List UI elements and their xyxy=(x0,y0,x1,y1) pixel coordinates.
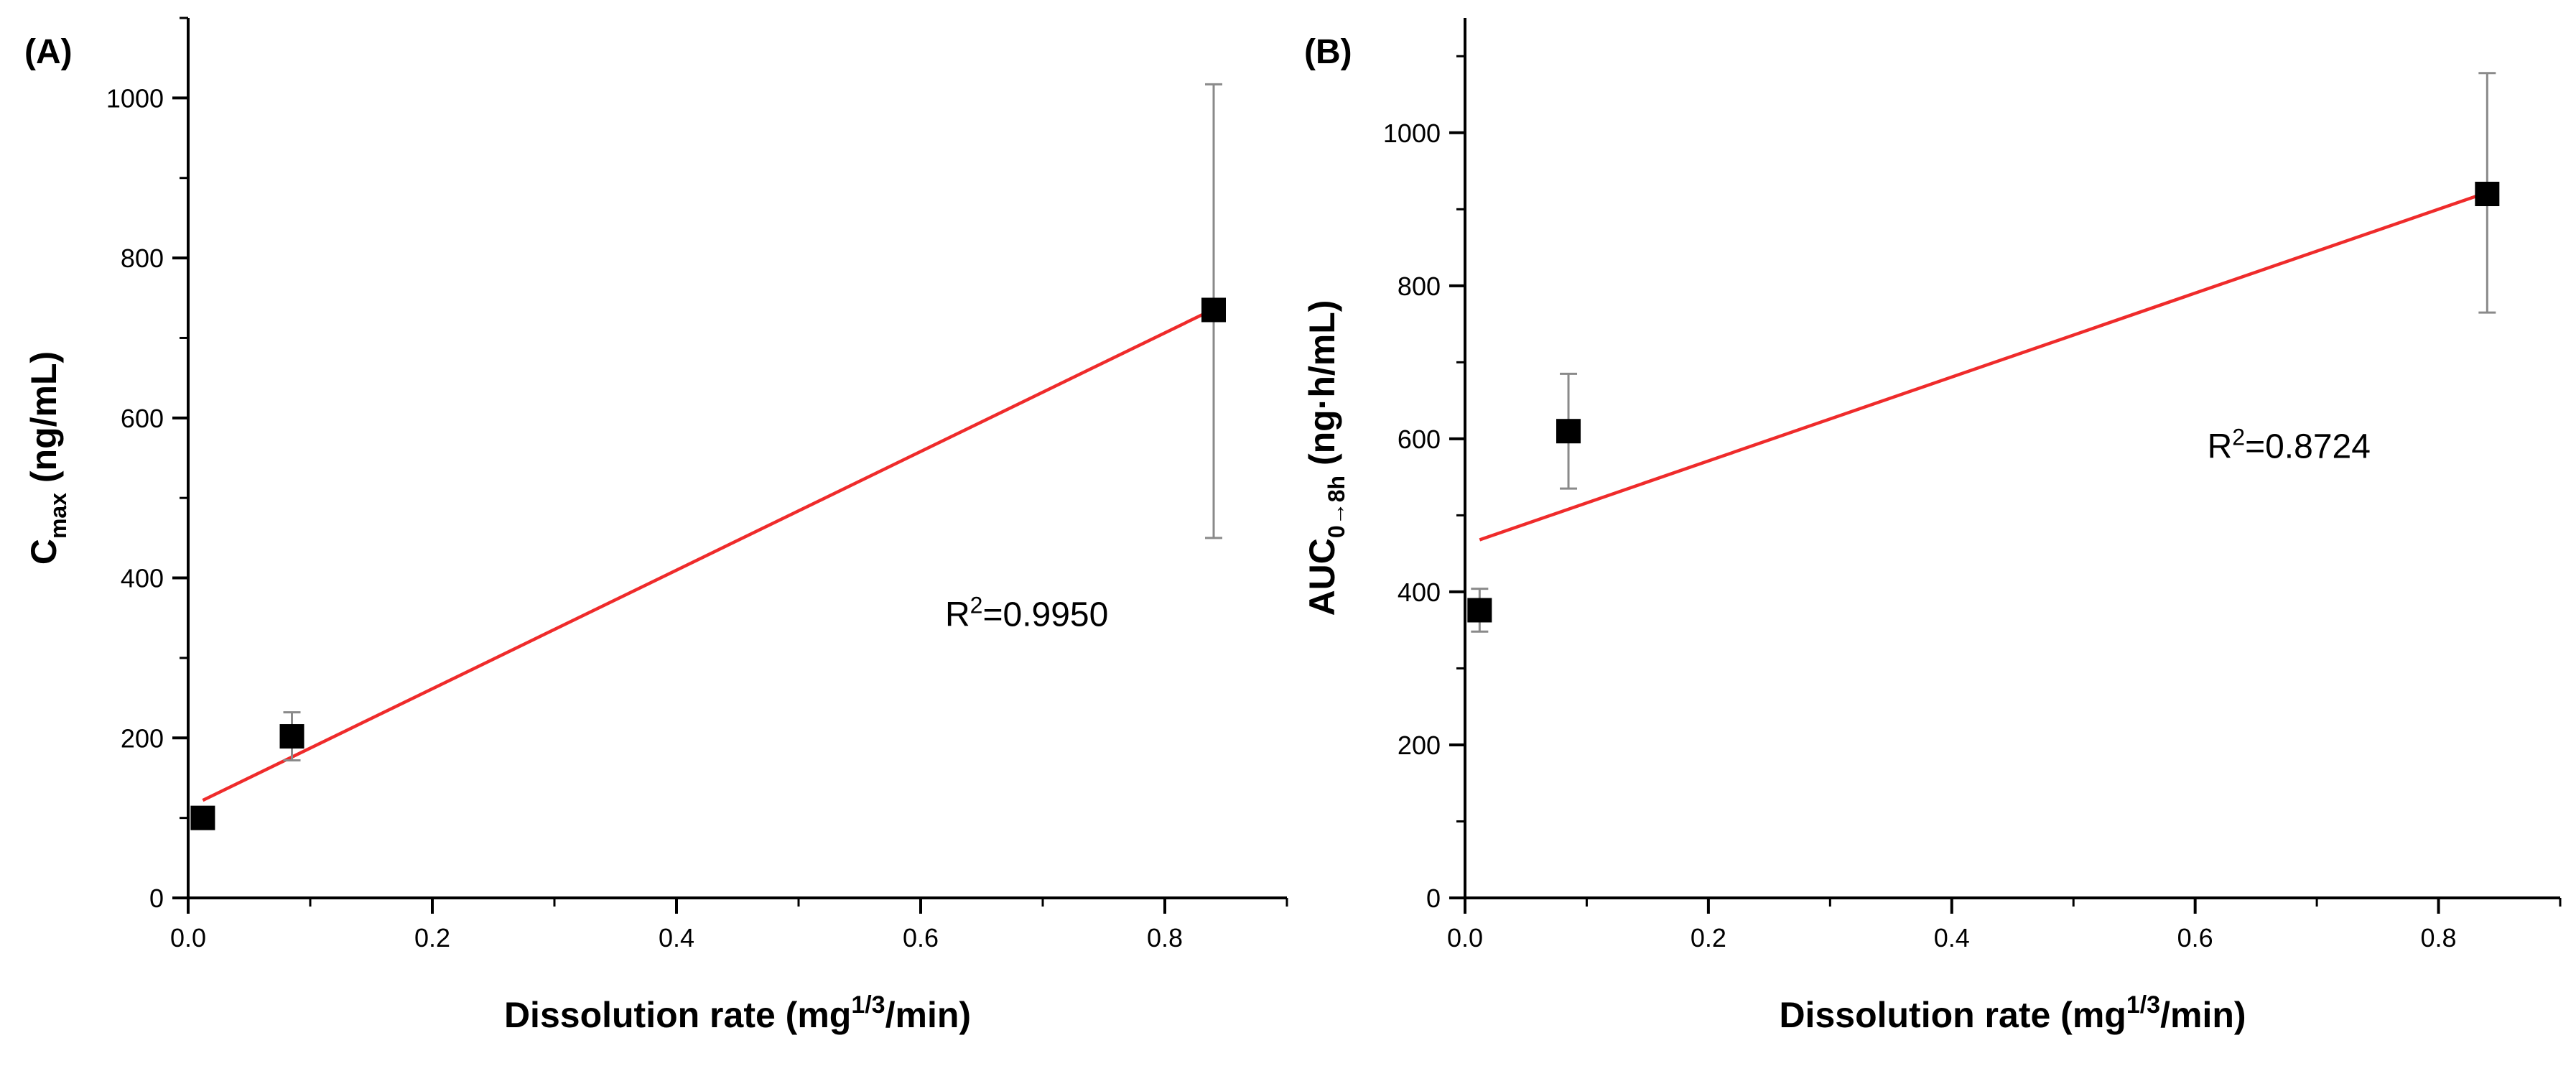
chart-panel-b: 0.0 0.2 0.4 0.6 0.8 0 200 400 600 800 1000 (B) R2=0.… xyxy=(1302,18,2562,1035)
y-tick-label: 600 xyxy=(121,404,164,433)
x-tick-label: 0.6 xyxy=(903,923,939,953)
y-axis-title: AUC0→8h (ng·h/mL) xyxy=(1302,300,1349,616)
fit-line xyxy=(1479,190,2488,542)
chart-panel-a: 0.0 0.2 0.4 0.6 0.8 0 200 400 600 800 1000 (A) R2=0.… xyxy=(24,17,1288,1035)
data-point xyxy=(190,805,215,830)
y-tick-label: 400 xyxy=(1398,578,1441,607)
y-tick-label: 0 xyxy=(149,884,164,913)
data-point xyxy=(1201,297,1226,323)
panel-label: (B) xyxy=(1304,33,1352,71)
x-tick-label: 0.8 xyxy=(2421,923,2457,953)
x-axis-title: Dissolution rate (mg1/3/min) xyxy=(504,991,971,1035)
x-tick-label: 0.0 xyxy=(170,923,206,953)
y-tick-label: 1000 xyxy=(106,83,164,113)
y-tick-label: 200 xyxy=(121,723,164,753)
fit-line xyxy=(202,307,1214,802)
data-point xyxy=(2475,182,2500,206)
r2-annotation: R2=0.8724 xyxy=(2208,425,2371,466)
data-point xyxy=(1556,419,1581,444)
data-point xyxy=(1467,598,1492,623)
x-tick-label: 0.0 xyxy=(1447,923,1483,953)
x-tick-label: 0.2 xyxy=(414,923,450,953)
y-tick-label: 200 xyxy=(1398,731,1441,760)
panel-label: (A) xyxy=(24,33,73,71)
r2-annotation: R2=0.9950 xyxy=(945,592,1108,634)
data-point xyxy=(279,724,304,749)
x-axis-title: Dissolution rate (mg1/3/min) xyxy=(1779,991,2246,1035)
x-tick-label: 0.4 xyxy=(1934,923,1970,953)
y-axis-title: Cmax (ng/mL) xyxy=(24,351,71,565)
x-tick-label: 0.2 xyxy=(1691,923,1726,953)
y-tick-label: 400 xyxy=(121,564,164,593)
y-tick-label: 600 xyxy=(1398,425,1441,454)
x-tick-label: 0.6 xyxy=(2177,923,2213,953)
y-tick-label: 0 xyxy=(1426,884,1441,913)
x-tick-label: 0.4 xyxy=(659,923,694,953)
y-tick-label: 1000 xyxy=(1383,119,1441,148)
x-tick-label: 0.8 xyxy=(1147,923,1183,953)
y-tick-label: 800 xyxy=(1398,272,1441,301)
y-tick-label: 800 xyxy=(121,244,164,273)
